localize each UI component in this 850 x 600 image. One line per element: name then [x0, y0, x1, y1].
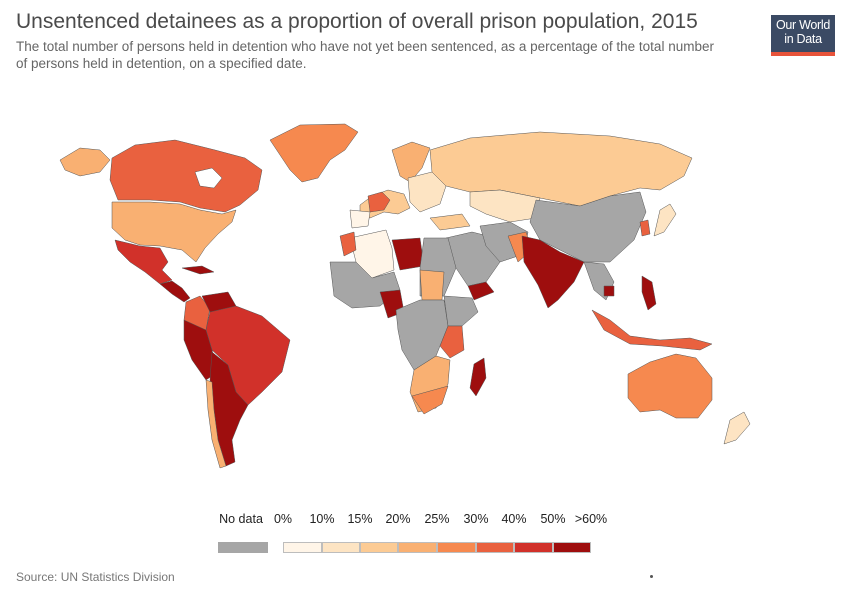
region-philippines[interactable] [641, 275, 657, 311]
region-indonesia[interactable] [591, 309, 713, 351]
region-south-africa[interactable] [411, 385, 449, 415]
region-japan[interactable] [653, 203, 677, 237]
region-scandinavia[interactable] [391, 141, 431, 183]
region-central-america[interactable] [159, 280, 191, 303]
map-legend: No data 0% 10% 15% 20% 25% 30% 40% 50% >60% [0, 512, 850, 562]
region-horn-of-africa[interactable] [443, 295, 479, 327]
region-east-africa[interactable] [439, 325, 465, 359]
region-mexico[interactable] [114, 239, 173, 285]
region-chile[interactable] [205, 379, 227, 469]
region-libya[interactable] [391, 237, 425, 271]
region-central-asia[interactable] [469, 189, 541, 223]
owid-logo[interactable]: Our World in Data [771, 15, 835, 56]
region-usa[interactable] [111, 201, 237, 263]
legend-label-1: 10% [309, 512, 335, 526]
logo-line-1: Our World [775, 18, 831, 32]
legend-swatch-5[interactable] [476, 542, 514, 553]
region-new-zealand[interactable] [723, 411, 751, 445]
world-map[interactable] [0, 110, 850, 510]
legend-swatch-2[interactable] [360, 542, 398, 553]
legend-label-7: 50% [540, 512, 566, 526]
region-caribbean[interactable] [181, 265, 215, 275]
legend-swatch-7[interactable] [553, 542, 591, 553]
region-greenland[interactable] [269, 123, 359, 183]
hudson-bay [194, 167, 223, 189]
region-russia[interactable] [429, 131, 693, 207]
chart-subtitle: The total number of persons held in dete… [16, 39, 714, 71]
region-madagascar[interactable] [469, 357, 487, 397]
region-chad[interactable] [419, 269, 445, 301]
legend-label-3: 20% [385, 512, 411, 526]
legend-label-6: 40% [501, 512, 527, 526]
legend-label-5: 30% [463, 512, 489, 526]
region-france[interactable] [367, 191, 391, 213]
region-korea[interactable] [639, 219, 651, 237]
legend-swatch-3[interactable] [398, 542, 437, 553]
region-china[interactable] [529, 191, 647, 263]
region-cambodia[interactable] [603, 285, 615, 297]
legend-label-8: >60% [574, 512, 608, 526]
region-yemen[interactable] [467, 281, 495, 301]
region-iberia[interactable] [349, 209, 371, 229]
legend-no-data-swatch[interactable] [218, 542, 268, 553]
legend-label-0: 0% [273, 512, 293, 526]
region-india[interactable] [521, 235, 585, 309]
legend-no-data-label: No data [219, 512, 263, 526]
decorative-dot [650, 575, 653, 578]
legend-swatch-6[interactable] [514, 542, 553, 553]
region-alaska[interactable] [59, 147, 111, 177]
legend-label-2: 15% [347, 512, 373, 526]
source-note: Source: UN Statistics Division [16, 570, 175, 584]
chart-title: Unsentenced detainees as a proportion of… [16, 10, 698, 33]
legend-swatch-1[interactable] [322, 542, 360, 553]
legend-swatch-0[interactable] [283, 542, 322, 553]
region-australia[interactable] [627, 353, 713, 419]
region-canada[interactable] [109, 139, 263, 213]
legend-swatch-4[interactable] [437, 542, 476, 553]
region-turkey[interactable] [429, 213, 471, 231]
logo-line-2: in Data [784, 32, 822, 46]
region-morocco[interactable] [339, 231, 357, 257]
legend-label-4: 25% [424, 512, 450, 526]
